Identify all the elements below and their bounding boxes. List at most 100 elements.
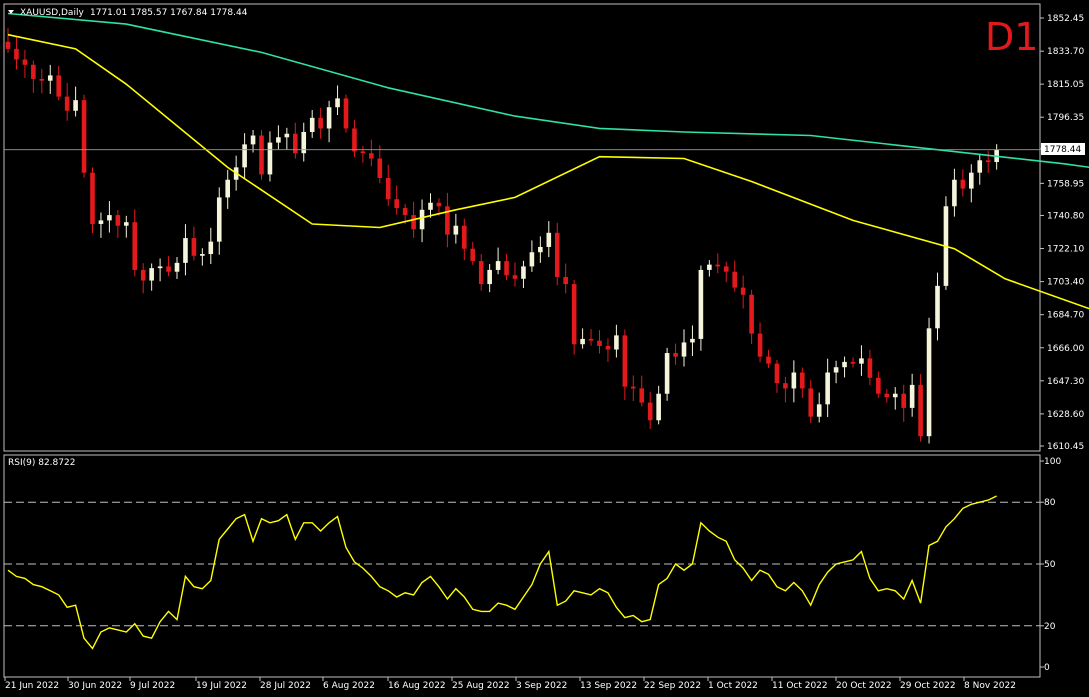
candle[interactable] [64,82,70,121]
candle[interactable] [267,131,273,182]
candle[interactable] [597,330,602,354]
candle[interactable] [918,374,923,442]
candle[interactable] [842,356,847,378]
candle[interactable] [56,65,61,101]
candle[interactable] [816,392,822,423]
candle[interactable] [140,263,146,294]
candle[interactable] [394,185,399,215]
candle[interactable] [732,260,737,292]
candle[interactable] [107,201,112,233]
candle[interactable] [360,145,366,163]
candle[interactable] [521,260,526,289]
candle[interactable] [690,325,695,357]
candle[interactable] [242,133,247,180]
candle[interactable] [681,329,687,367]
candle[interactable] [445,192,450,248]
candle[interactable] [385,164,391,207]
candle[interactable] [639,375,645,407]
candle[interactable] [259,130,264,180]
candle[interactable] [478,254,484,291]
candle[interactable] [369,139,374,167]
candle[interactable] [783,376,788,403]
candle[interactable] [419,199,425,243]
candle[interactable] [656,385,661,425]
candle[interactable] [166,256,171,277]
candle[interactable] [977,153,983,185]
candle[interactable] [943,196,949,290]
candle[interactable] [157,258,163,282]
candle[interactable] [529,240,535,272]
candle[interactable] [149,263,154,291]
candle[interactable] [859,345,864,376]
candle[interactable] [960,169,966,197]
candle[interactable] [470,241,476,265]
candle[interactable] [791,360,797,403]
candle[interactable] [225,169,230,209]
candle[interactable] [335,85,340,116]
candle[interactable] [740,275,746,309]
candle[interactable] [935,272,940,341]
candle[interactable] [631,375,636,402]
candle[interactable] [969,164,974,203]
candle[interactable] [774,360,780,393]
candle[interactable] [673,343,678,365]
candle[interactable] [250,129,256,153]
candle[interactable] [318,107,323,139]
candle[interactable] [850,357,856,368]
candle[interactable] [588,329,594,346]
candle[interactable] [73,86,78,117]
candle[interactable] [926,317,932,444]
candle[interactable] [343,94,349,133]
candle[interactable] [825,358,830,418]
candle[interactable] [200,248,205,266]
candle[interactable] [800,367,805,399]
candle[interactable] [749,289,754,344]
candle[interactable] [867,349,873,386]
candle[interactable] [892,387,898,410]
candle[interactable] [487,264,492,293]
candle[interactable] [884,389,890,403]
candle[interactable] [39,68,45,94]
candle[interactable] [647,391,653,430]
candle[interactable] [698,265,704,351]
candle[interactable] [707,260,712,277]
candle[interactable] [5,28,11,53]
chevron-down-icon[interactable] [8,10,14,14]
candle[interactable] [352,120,357,157]
candle[interactable] [402,203,408,224]
candle[interactable] [808,379,814,424]
candle[interactable] [132,209,138,277]
candle[interactable] [208,227,214,264]
candle[interactable] [495,247,501,275]
candle[interactable] [81,94,87,178]
candle[interactable] [191,226,197,261]
candle[interactable] [952,168,957,217]
candle[interactable] [546,221,552,258]
candle[interactable] [554,222,560,286]
candle[interactable] [98,212,104,238]
candle[interactable] [174,256,180,280]
candle[interactable] [614,324,619,358]
candle[interactable] [901,384,906,422]
candle[interactable] [512,262,518,287]
candle[interactable] [571,279,577,355]
candle[interactable] [766,349,771,368]
candle[interactable] [284,127,290,150]
candle[interactable] [622,329,628,400]
candle[interactable] [216,187,222,255]
candle[interactable] [428,193,433,218]
candle[interactable] [309,110,315,138]
candle[interactable] [183,224,188,276]
candle[interactable] [14,36,19,70]
candle[interactable] [757,322,763,363]
candle[interactable] [453,213,459,244]
candle[interactable] [90,167,95,234]
candle[interactable] [301,122,307,162]
candle[interactable] [876,371,881,398]
rsi-plot[interactable] [4,495,1040,650]
candle[interactable] [115,210,121,238]
price-plot[interactable] [4,12,1089,444]
candle[interactable] [504,253,509,281]
candle[interactable] [563,263,568,294]
